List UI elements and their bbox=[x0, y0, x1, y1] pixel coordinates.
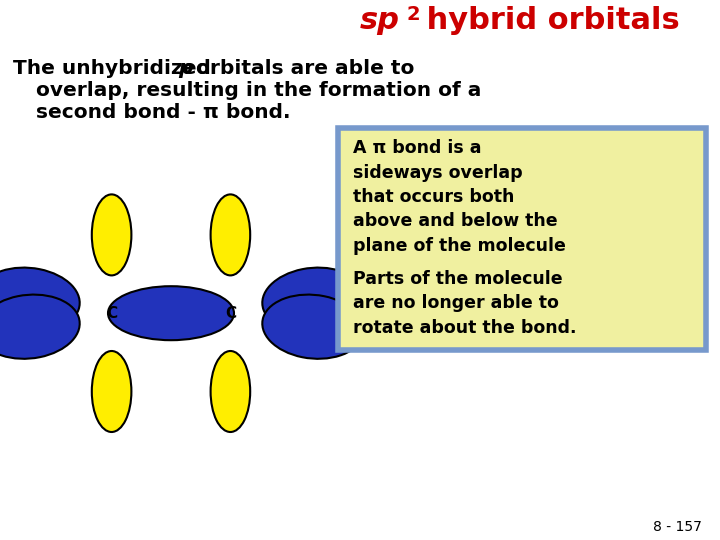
Ellipse shape bbox=[210, 194, 251, 275]
Text: Parts of the molecule
are no longer able to
rotate about the bond.: Parts of the molecule are no longer able… bbox=[353, 270, 576, 336]
Text: The unhybridized: The unhybridized bbox=[13, 59, 218, 78]
Text: overlap, resulting in the formation of a: overlap, resulting in the formation of a bbox=[36, 81, 482, 100]
Ellipse shape bbox=[210, 351, 251, 432]
Text: 8 - 157: 8 - 157 bbox=[653, 519, 702, 534]
Ellipse shape bbox=[262, 268, 364, 332]
Text: p: p bbox=[179, 59, 193, 78]
Ellipse shape bbox=[262, 295, 364, 359]
Text: orbitals are able to: orbitals are able to bbox=[189, 59, 415, 78]
FancyBboxPatch shape bbox=[338, 128, 706, 350]
Text: 2: 2 bbox=[407, 5, 420, 24]
Ellipse shape bbox=[92, 351, 132, 432]
Ellipse shape bbox=[0, 268, 80, 332]
Text: C: C bbox=[106, 306, 117, 321]
Text: sp: sp bbox=[360, 6, 400, 35]
Ellipse shape bbox=[108, 286, 234, 340]
Ellipse shape bbox=[0, 295, 80, 359]
Text: second bond - π bond.: second bond - π bond. bbox=[36, 103, 290, 122]
Text: hybrid orbitals: hybrid orbitals bbox=[416, 6, 680, 35]
Text: C: C bbox=[225, 306, 236, 321]
Text: A π bond is a
sideways overlap
that occurs both
above and below the
plane of the: A π bond is a sideways overlap that occu… bbox=[353, 139, 566, 254]
Ellipse shape bbox=[92, 194, 132, 275]
